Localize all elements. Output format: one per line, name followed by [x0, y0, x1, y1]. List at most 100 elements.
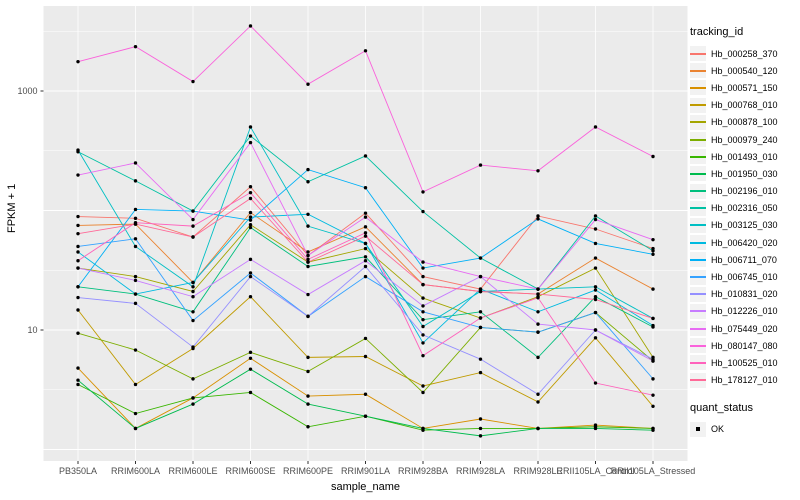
data-point	[651, 428, 655, 432]
data-point	[248, 140, 253, 145]
data-point	[133, 207, 138, 212]
legend-key	[690, 114, 706, 130]
data-point	[248, 185, 253, 189]
data-point	[593, 266, 598, 270]
data-point	[248, 125, 253, 129]
data-point	[536, 287, 540, 291]
legend-item: Hb_100525_010	[690, 354, 800, 371]
data-point	[593, 241, 598, 246]
data-point	[306, 369, 310, 374]
legend-title: tracking_id	[690, 26, 744, 38]
data-point	[421, 426, 425, 431]
data-point	[248, 257, 253, 262]
data-point	[478, 289, 483, 294]
legend-key	[690, 303, 706, 319]
legend-item: Hb_001493_010	[690, 148, 800, 165]
data-point	[363, 186, 368, 190]
legend-key	[690, 97, 706, 113]
x-tick-label: RRIM600SE	[225, 466, 275, 476]
data-point	[191, 294, 195, 299]
data-point	[651, 316, 655, 321]
legend-label: Hb_012226_010	[711, 306, 778, 317]
x-tick-label: RRIM600LE	[168, 466, 217, 476]
y-axis-title: FPKM + 1	[6, 183, 18, 233]
data-point	[536, 355, 540, 360]
x-tick-label: RRIM901LA	[341, 466, 390, 476]
x-tick-label: PB350LA	[59, 466, 97, 476]
data-point	[593, 426, 598, 431]
data-point	[421, 333, 425, 337]
data-point	[76, 173, 80, 177]
data-point	[536, 330, 540, 334]
data-point	[306, 260, 310, 264]
data-point	[421, 260, 425, 264]
data-point	[248, 24, 253, 28]
data-point	[133, 292, 138, 296]
legend-item: Hb_010831_020	[690, 286, 800, 303]
legend-label: Hb_100525_010	[711, 357, 778, 368]
data-point	[76, 382, 80, 387]
data-point	[421, 341, 425, 345]
data-point	[593, 381, 598, 385]
legend-item: Hb_000571_150	[690, 79, 800, 96]
legend-label: Hb_006711_070	[711, 254, 777, 265]
legend-label: Hb_000540_120	[711, 65, 778, 76]
legend-label: Hb_001493_010	[711, 151, 778, 162]
data-point	[306, 257, 310, 262]
data-point	[363, 215, 368, 219]
quant-legend: quant_status OK	[690, 402, 800, 438]
data-point	[478, 316, 483, 320]
data-point	[478, 274, 483, 279]
data-point	[363, 211, 368, 215]
legend-label: Hb_006745_010	[711, 272, 778, 283]
data-point	[593, 294, 598, 299]
data-point	[421, 274, 425, 279]
legend: tracking_id Hb_000258_370 Hb_000540_120 Hb…	[690, 26, 800, 438]
data-point	[363, 336, 368, 341]
data-point	[76, 308, 80, 312]
data-point	[593, 285, 598, 289]
legend-key	[690, 166, 706, 182]
x-tick-label: RRIM928BA	[398, 466, 448, 476]
data-point	[248, 218, 253, 222]
data-point	[306, 402, 310, 406]
data-point	[191, 345, 195, 349]
data-point	[593, 288, 598, 292]
data-point	[651, 377, 655, 381]
data-point	[593, 297, 598, 302]
legend-key	[690, 200, 706, 216]
data-point	[248, 210, 253, 215]
point-icon	[696, 427, 700, 432]
quant-legend-key	[690, 421, 706, 437]
data-point	[593, 310, 598, 315]
data-point	[76, 331, 80, 335]
data-point	[306, 292, 310, 297]
data-point	[248, 134, 253, 138]
data-point	[191, 377, 195, 381]
legend-label: Hb_006420_020	[711, 237, 778, 248]
data-point	[651, 359, 655, 363]
data-point	[478, 434, 483, 438]
legend-key	[690, 217, 706, 233]
data-point	[421, 310, 425, 314]
legend-label: Hb_000571_150	[711, 82, 778, 93]
legend-key	[690, 183, 706, 199]
data-point	[536, 322, 540, 326]
legend-key	[690, 338, 706, 354]
legend-key	[690, 149, 706, 165]
legend-label: Hb_002196_010	[711, 186, 778, 197]
legend-key	[690, 235, 706, 251]
data-point	[248, 390, 253, 395]
data-point	[248, 350, 253, 355]
data-point	[133, 411, 138, 416]
data-point	[421, 296, 425, 300]
data-point	[363, 255, 368, 259]
legend-label: Hb_001950_030	[711, 168, 778, 179]
legend-label: Hb_000768_010	[711, 100, 778, 111]
legend-items: Hb_000258_370 Hb_000540_120 Hb_000571_150 H…	[690, 45, 800, 389]
data-point	[76, 148, 80, 152]
data-point	[248, 294, 253, 299]
data-point	[421, 384, 425, 388]
series-color-line-icon	[690, 310, 706, 313]
legend-item: Hb_178127_010	[690, 372, 800, 389]
